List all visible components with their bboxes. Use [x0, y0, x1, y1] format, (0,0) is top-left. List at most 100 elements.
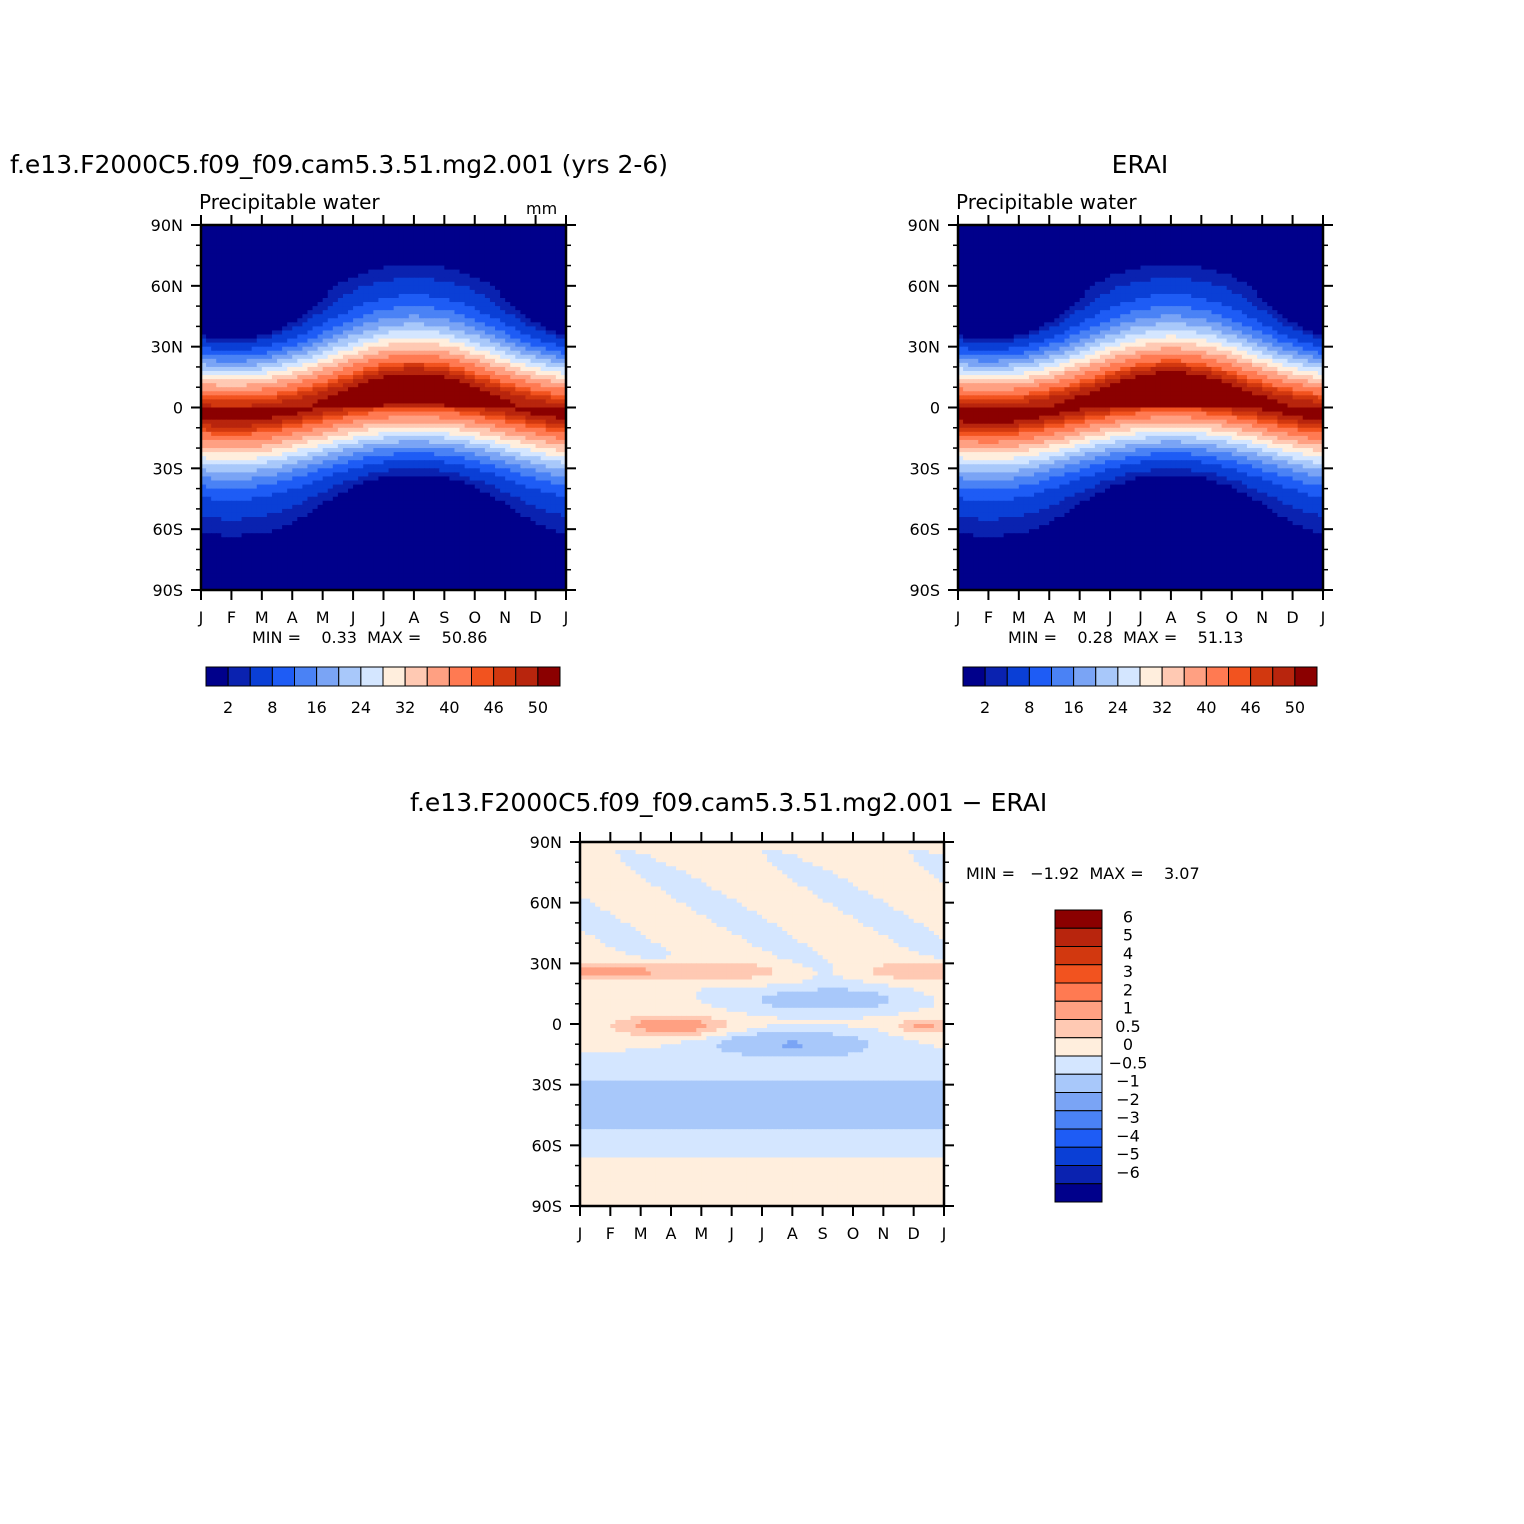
heatmap-cell — [474, 285, 481, 291]
heatmap-cell — [221, 306, 227, 311]
heatmap-cell — [236, 472, 243, 478]
heatmap-cell — [226, 375, 233, 380]
heatmap-cell — [515, 448, 521, 453]
heatmap-cell — [241, 395, 248, 400]
heatmap-cell — [332, 411, 339, 417]
heatmap-cell — [302, 245, 309, 250]
heatmap-cell — [241, 253, 248, 259]
heatmap-cell — [266, 237, 273, 242]
heatmap-cell — [363, 492, 369, 498]
heatmap-cell — [515, 500, 521, 506]
heatmap-cell — [505, 362, 511, 368]
heatmap-cell — [479, 261, 486, 267]
heatmap-cell — [312, 504, 319, 510]
heatmap-cell — [251, 237, 258, 242]
heatmap-cell — [424, 403, 430, 409]
heatmap-cell — [500, 460, 506, 465]
heatmap-cell — [201, 269, 207, 275]
heatmap-cell — [312, 484, 319, 490]
heatmap-cell — [348, 476, 354, 482]
heatmap-cell — [246, 273, 253, 279]
heatmap-cell — [337, 484, 344, 490]
heatmap-cell — [535, 460, 542, 465]
heatmap-cell — [403, 371, 410, 376]
heatmap-cell — [383, 293, 390, 299]
heatmap-cell — [211, 387, 217, 392]
heatmap-cell — [530, 448, 537, 453]
heatmap-cell — [474, 229, 481, 234]
heatmap-cell — [510, 277, 516, 283]
heatmap-cell — [221, 460, 227, 465]
heatmap-cell — [505, 330, 511, 336]
heatmap-cell — [474, 456, 481, 461]
heatmap-cell — [322, 456, 329, 461]
heatmap-cell — [201, 273, 207, 279]
heatmap-cell — [317, 460, 324, 465]
heatmap-cell — [277, 281, 283, 287]
heatmap-cell — [464, 229, 471, 234]
heatmap-cell — [464, 431, 471, 437]
heatmap-cell — [297, 281, 303, 287]
heatmap-cell — [353, 269, 359, 275]
heatmap-cell — [479, 472, 486, 478]
heatmap-cell — [231, 261, 238, 267]
heatmap-cell — [510, 330, 516, 336]
heatmap-cell — [266, 488, 273, 494]
heatmap-cell — [505, 310, 511, 315]
heatmap-cell — [439, 322, 445, 327]
heatmap-cell — [332, 330, 339, 336]
heatmap-cell — [484, 371, 491, 376]
heatmap-cell — [378, 362, 385, 368]
heatmap-cell — [383, 464, 390, 469]
heatmap-cell — [418, 480, 425, 486]
heatmap-cell — [282, 484, 288, 490]
heatmap-cell — [266, 298, 273, 303]
heatmap-cell — [256, 488, 263, 494]
heatmap-cell — [535, 492, 542, 498]
heatmap-cell — [479, 318, 486, 323]
heatmap-cell — [535, 431, 542, 437]
heatmap-cell — [332, 302, 339, 307]
heatmap-cell — [459, 346, 466, 352]
heatmap-cell — [271, 281, 278, 287]
heatmap-cell — [261, 480, 268, 486]
heatmap-cell — [530, 403, 537, 409]
heatmap-cell — [266, 281, 273, 287]
heatmap-cell — [439, 395, 445, 400]
heatmap-cell — [353, 444, 359, 449]
heatmap-cell — [444, 302, 450, 307]
heatmap-cell — [540, 415, 547, 421]
heatmap-cell — [418, 350, 425, 356]
heatmap-cell — [479, 431, 486, 437]
heatmap-cell — [221, 387, 227, 392]
heatmap-cell — [388, 415, 395, 421]
heatmap-cell — [373, 302, 380, 307]
heatmap-cell — [418, 399, 425, 405]
heatmap-cell — [297, 293, 303, 299]
heatmap-cell — [302, 419, 309, 425]
heatmap-cell — [307, 241, 314, 246]
heatmap-cell — [327, 285, 334, 291]
heatmap-cell — [393, 431, 400, 437]
heatmap-cell — [500, 225, 506, 230]
heatmap-cell — [201, 484, 207, 490]
heatmap-cell — [256, 306, 263, 311]
heatmap-cell — [418, 330, 425, 336]
heatmap-cell — [307, 415, 314, 421]
heatmap-cell — [459, 233, 466, 238]
heatmap-cell — [348, 354, 354, 360]
heatmap-cell — [484, 439, 491, 445]
heatmap-cell — [342, 253, 349, 259]
heatmap-cell — [535, 225, 542, 230]
heatmap-cell — [322, 237, 329, 242]
heatmap-cell — [500, 273, 506, 279]
heatmap-cell — [545, 456, 552, 461]
heatmap-cell — [226, 387, 233, 392]
heatmap-cell — [464, 338, 471, 344]
heatmap-cell — [484, 431, 491, 437]
heatmap-cell — [302, 488, 309, 494]
heatmap-cell — [525, 322, 532, 327]
heatmap-cell — [484, 492, 491, 498]
heatmap-cell — [505, 338, 511, 344]
heatmap-cell — [525, 354, 532, 360]
